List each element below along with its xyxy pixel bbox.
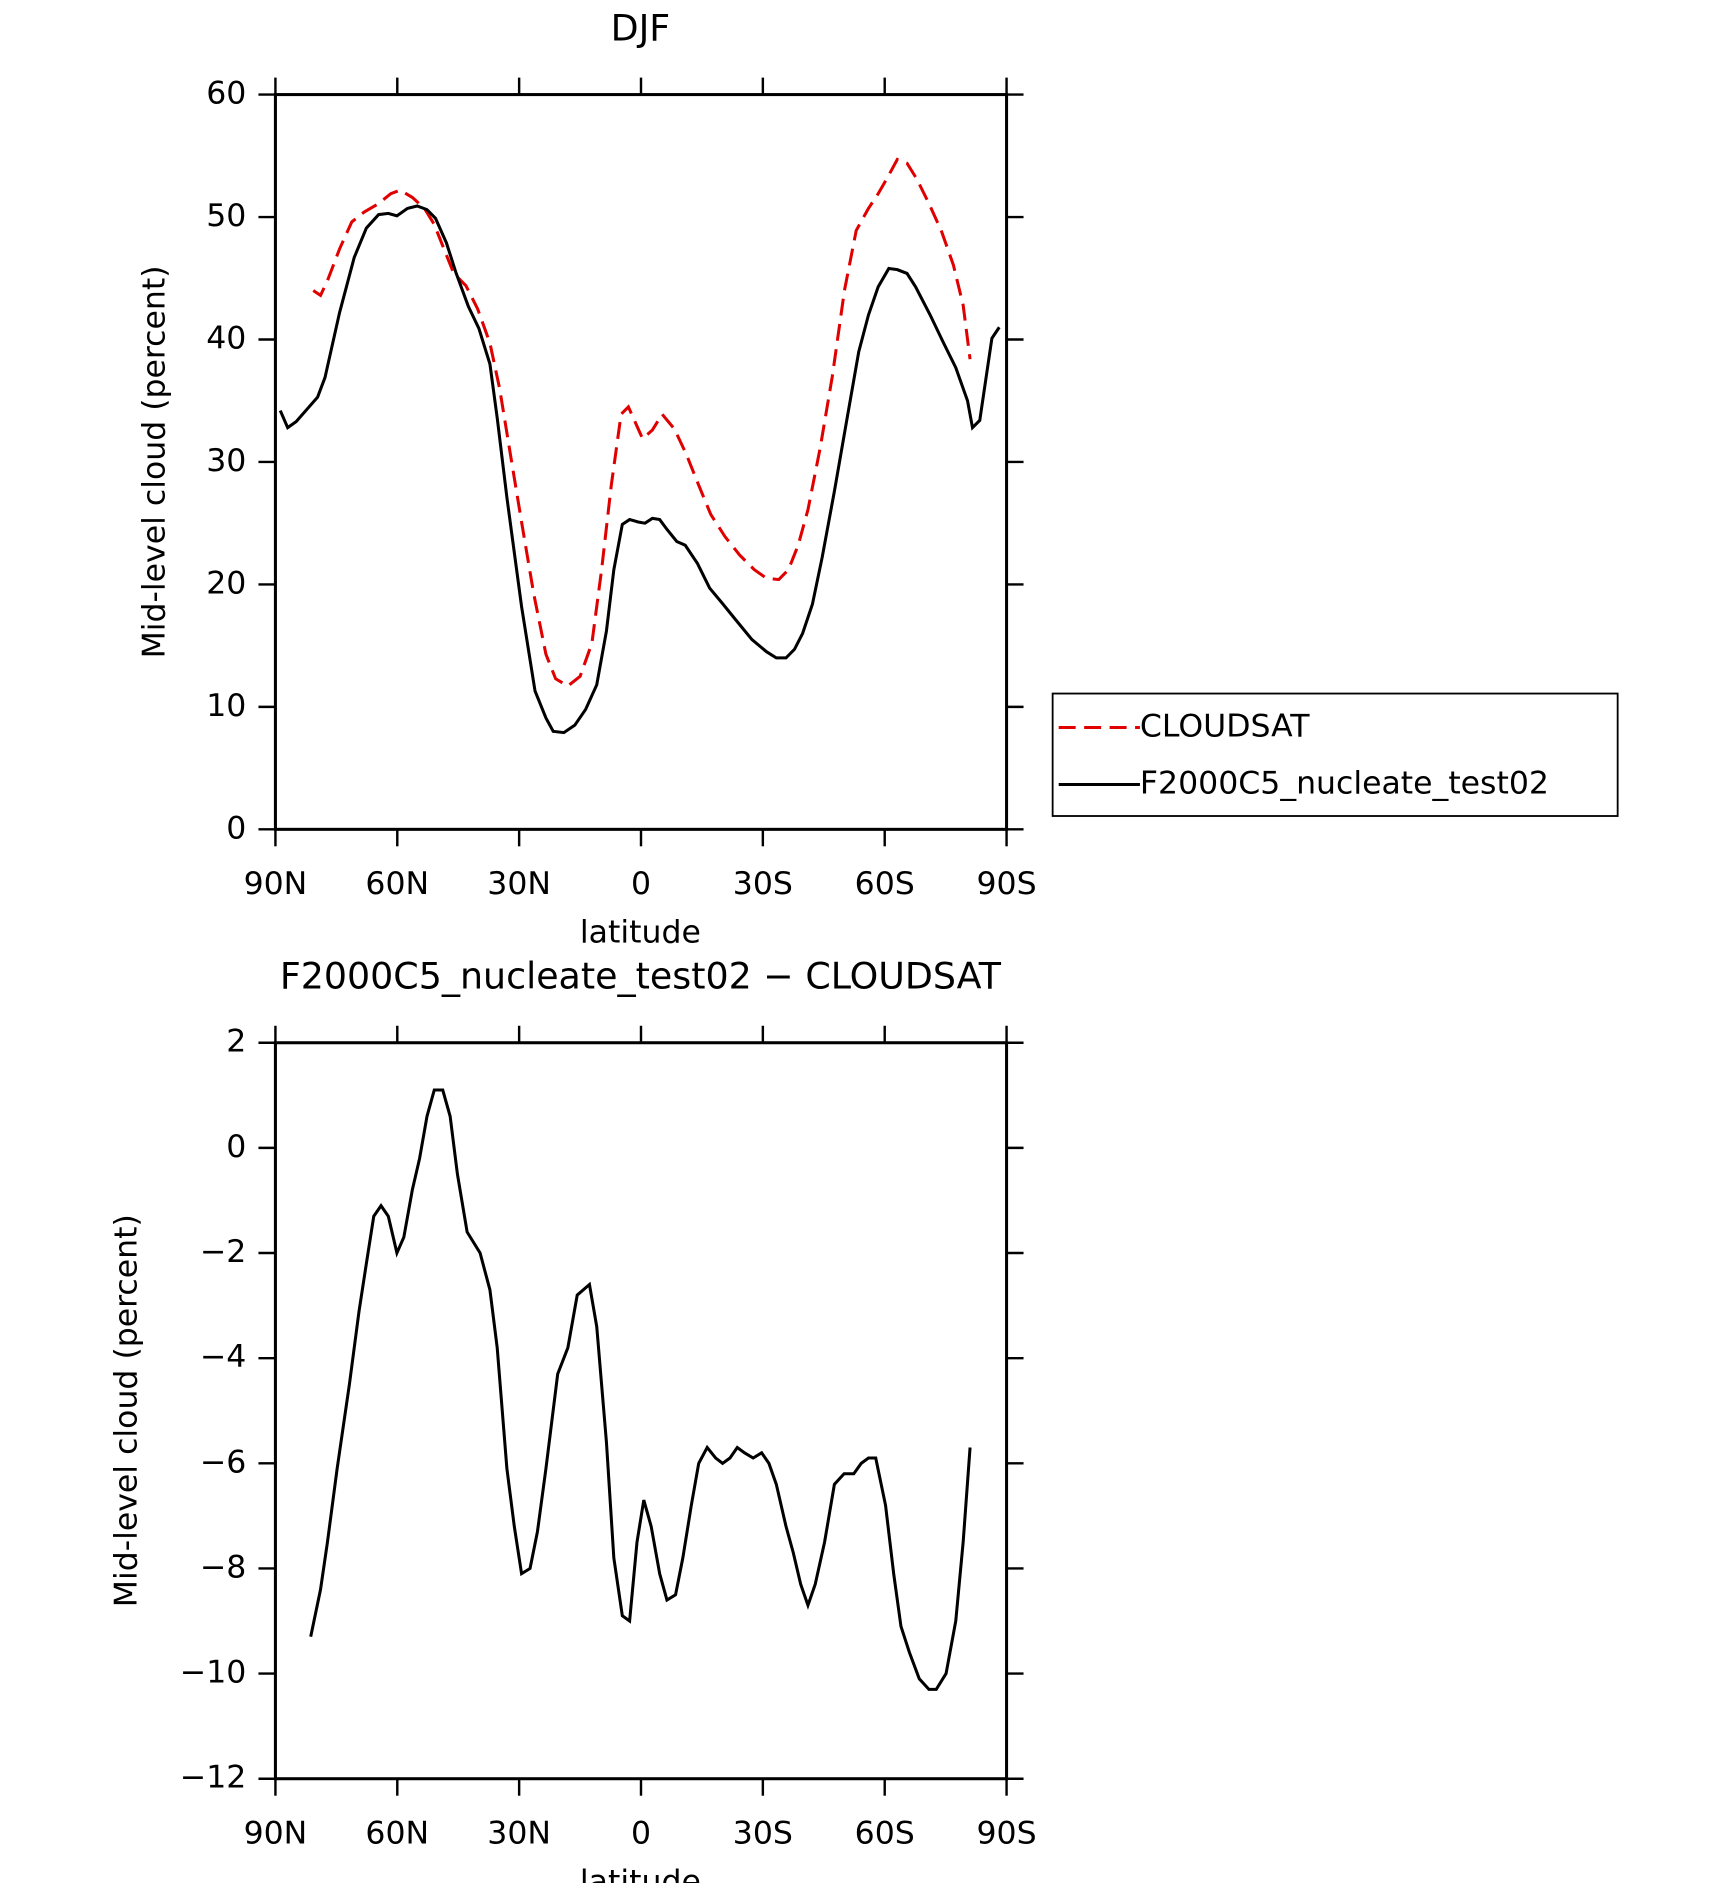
x-tick-label: 90N: [244, 1816, 308, 1852]
x-tick-label: 90S: [977, 866, 1037, 902]
y-tick-label: −12: [180, 1760, 247, 1796]
x-tick-label: 60S: [855, 1816, 915, 1852]
x-tick-label: 0: [631, 866, 651, 902]
y-tick-label: 60: [206, 76, 246, 112]
y-tick-label: 0: [226, 810, 246, 846]
y-tick-label: −2: [200, 1234, 246, 1270]
y-tick-label: 50: [206, 198, 246, 234]
y-tick-label: −10: [180, 1655, 247, 1691]
x-tick-label: 30S: [733, 1816, 793, 1852]
x-tick-label: 60S: [855, 866, 915, 902]
y-tick-label: 0: [226, 1129, 246, 1165]
x-tick-label: 30N: [487, 866, 551, 902]
y-tick-label: 2: [226, 1024, 246, 1060]
x-tick-label: 60N: [365, 866, 429, 902]
legend-label: F2000C5_nucleate_test02: [1140, 765, 1549, 801]
y-tick-label: 30: [206, 443, 246, 479]
chart-title: DJF: [611, 6, 671, 49]
x-tick-label: 30S: [733, 866, 793, 902]
y-tick-label: −8: [200, 1549, 246, 1585]
x-tick-label: 0: [631, 1816, 651, 1852]
legend-label: CLOUDSAT: [1140, 708, 1310, 744]
y-tick-label: −4: [200, 1339, 246, 1375]
line-series: [278, 204, 1001, 735]
x-axis-label: latitude: [580, 915, 701, 951]
legend-box: [1051, 692, 1619, 817]
plot-frame: [273, 1041, 1009, 1781]
chart-title: F2000C5_nucleate_test02 − CLOUDSAT: [280, 954, 1002, 997]
y-tick-label: 40: [206, 320, 246, 356]
x-tick-label: 90S: [977, 1816, 1037, 1852]
line-series: [309, 1088, 972, 1691]
x-axis-label: latitude: [580, 1864, 701, 1883]
y-tick-label: 10: [206, 688, 246, 724]
plot-frame: [273, 93, 1009, 831]
y-tick-label: 20: [206, 565, 246, 601]
y-tick-label: −6: [200, 1444, 246, 1480]
line-series: [312, 157, 972, 688]
y-axis-label: Mid-level cloud (percent): [109, 1214, 145, 1607]
x-tick-label: 60N: [365, 1816, 429, 1852]
x-tick-label: 30N: [487, 1816, 551, 1852]
x-tick-label: 90N: [244, 866, 308, 902]
y-axis-label: Mid-level cloud (percent): [136, 265, 172, 658]
